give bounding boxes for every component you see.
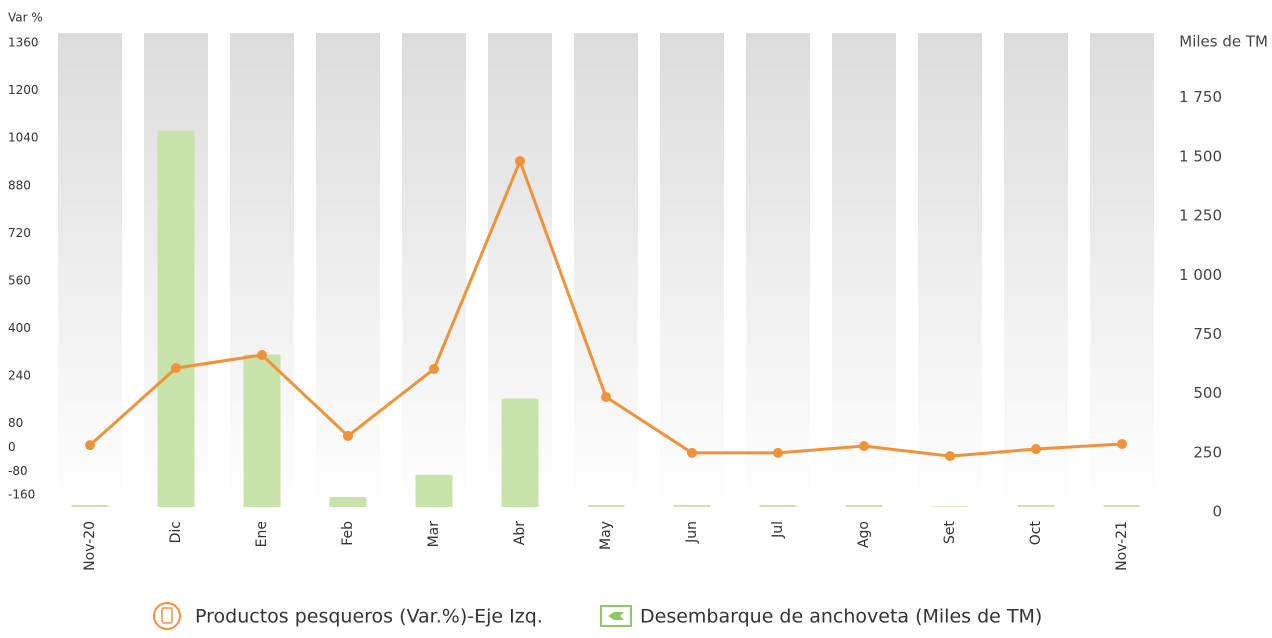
bar [1103,505,1141,507]
x-tick-label: Ene [254,521,270,547]
point [429,363,439,374]
background-column [402,33,466,507]
legend: Productos pesqueros (Var.%)-Eje Izq. Des… [153,602,1042,630]
y2-tick-label: 750 [1193,325,1222,343]
y-tick-label: 1360 [8,36,39,50]
bar [415,474,453,507]
point [1031,444,1041,454]
background-column [316,33,380,507]
y-tick-label: 1200 [8,83,39,97]
point [773,447,783,458]
bar [931,506,969,507]
legend-line-icon-can [161,607,173,624]
y-tick-label: 0 [8,440,16,454]
background-column [58,33,122,507]
bar [587,505,625,507]
y2-tick-label: 1 500 [1179,147,1222,165]
point [945,451,955,462]
bar [71,505,109,507]
point [1117,438,1127,449]
legend-bar-icon-fish [608,612,624,620]
y-tick-label: 560 [8,273,31,287]
background-column [832,33,896,507]
bar [759,505,797,507]
y-tick-label: 1040 [8,131,39,145]
y-tick-label: 400 [8,321,31,335]
y2-tick-label: 250 [1193,443,1222,461]
x-tick-label: Jun [684,521,700,544]
background-column [918,33,982,507]
y-tick-label: 880 [8,178,31,192]
x-tick-label: Dic [168,521,184,543]
y-tick-label: 240 [8,369,31,383]
background-column [574,33,638,507]
y-tick-label: 80 [8,416,23,430]
y2-tick-label: 500 [1193,384,1222,402]
background-column [1090,33,1154,507]
x-tick-label: Jul [770,521,786,539]
y-tick-label: -160 [8,488,35,502]
bar [845,505,883,507]
y2-axis-title: Miles de TM [1179,33,1268,51]
legend-label: Desembarque de anchoveta (Miles de TM) [640,606,1042,628]
y2-tick-label: 1 000 [1179,266,1222,284]
point [85,440,95,451]
y-tick-label: -80 [8,464,28,478]
x-tick-label: May [598,521,614,550]
x-tick-label: Feb [340,521,356,546]
background-column [746,33,810,507]
bar [329,497,367,507]
point [687,447,697,458]
point [171,363,181,374]
legend-label: Productos pesqueros (Var.%)-Eje Izq. [195,606,543,628]
point [859,441,869,452]
background-column [660,33,724,507]
bar [157,130,195,508]
y2-tick-label: 0 [1212,503,1222,521]
x-tick-label: Oct [1028,521,1044,546]
x-tick-label: Abr [512,521,528,545]
y-axis-title: Var % [8,11,43,25]
bar [673,505,711,507]
background-columns [58,33,1154,507]
legend-line-icon [153,602,181,630]
point [601,391,611,402]
bar [243,354,281,507]
y2-tick-label: 1 250 [1179,207,1222,225]
point [257,350,267,361]
bar [501,398,539,507]
point [343,430,353,441]
y-tick-label: 720 [8,226,31,240]
x-tick-label: Nov-21 [1114,521,1130,571]
x-tick-label: Mar [426,521,442,548]
bar [1017,505,1055,507]
x-tick-label: Ago [856,521,872,548]
y2-tick-label: 1 750 [1179,88,1222,106]
x-tick-label: Set [942,521,958,545]
point [515,156,525,167]
x-tick-label: Nov-20 [82,521,98,571]
background-column [1004,33,1068,507]
